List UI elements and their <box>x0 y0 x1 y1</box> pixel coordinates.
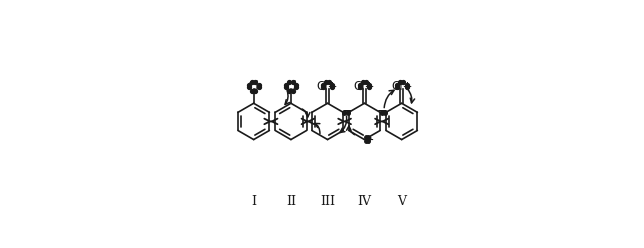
Text: V: V <box>397 195 406 208</box>
Text: I: I <box>251 195 256 208</box>
Text: Cl: Cl <box>248 80 260 93</box>
Text: IV: IV <box>357 195 372 208</box>
Text: −: − <box>363 134 374 147</box>
Text: Cl+: Cl+ <box>317 80 338 93</box>
Text: Cl+: Cl+ <box>391 80 412 93</box>
Text: −: − <box>342 105 353 118</box>
Text: II: II <box>286 195 296 208</box>
Text: III: III <box>320 195 335 208</box>
Text: Cl+: Cl+ <box>354 80 375 93</box>
Text: Cl: Cl <box>285 80 297 93</box>
Text: −: − <box>377 105 387 118</box>
